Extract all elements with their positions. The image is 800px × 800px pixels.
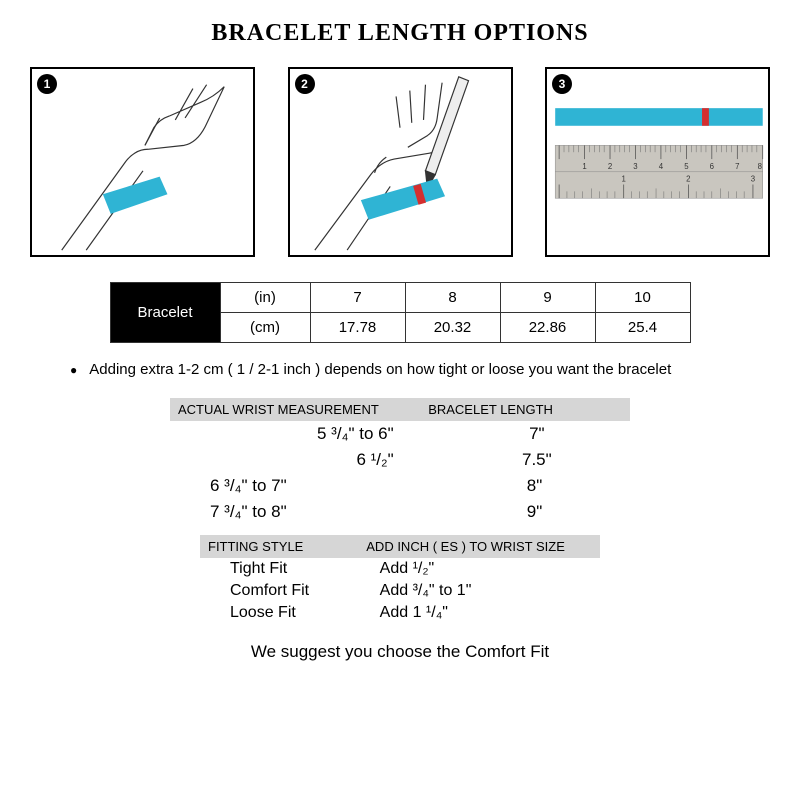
length-value: 7.5" bbox=[444, 450, 630, 470]
table-header-row: FITTING STYLE ADD INCH ( ES ) TO WRIST S… bbox=[200, 535, 600, 558]
svg-text:5: 5 bbox=[684, 162, 689, 171]
svg-text:2: 2 bbox=[608, 162, 612, 171]
length-value: 9" bbox=[439, 502, 630, 522]
table-row: Loose Fit Add 1 ¹/₄" bbox=[200, 602, 600, 624]
page-title: BRACELET LENGTH OPTIONS bbox=[30, 20, 770, 47]
svg-text:3: 3 bbox=[751, 175, 756, 184]
suggestion-text: We suggest you choose the Comfort Fit bbox=[30, 642, 770, 662]
conversion-table: Bracelet (in) 7 8 9 10 (cm) 17.78 20.32 … bbox=[110, 282, 691, 343]
step-panel-2: 2 bbox=[288, 67, 513, 257]
tape-strip bbox=[555, 108, 763, 126]
cell: 8 bbox=[405, 283, 500, 313]
mark-indicator bbox=[702, 108, 709, 126]
fit-add-value: Add ³/₄" to 1" bbox=[372, 582, 600, 600]
table-row: Comfort Fit Add ³/₄" to 1" bbox=[200, 580, 600, 602]
step-number-badge: 1 bbox=[37, 74, 57, 94]
sizing-note: Adding extra 1-2 cm ( 1 / 2-1 inch ) dep… bbox=[70, 361, 770, 378]
length-value: 8" bbox=[439, 476, 630, 496]
steps-row: 1 2 3 bbox=[30, 67, 770, 257]
measurement-value: 6 ³/₄" to 7" bbox=[170, 476, 439, 496]
cell: 10 bbox=[595, 283, 690, 313]
cell: 25.4 bbox=[595, 313, 690, 343]
unit-cm-label: (cm) bbox=[220, 313, 310, 343]
header-add-inch: ADD INCH ( ES ) TO WRIST SIZE bbox=[358, 539, 600, 554]
cell: 20.32 bbox=[405, 313, 500, 343]
table-row: Bracelet (in) 7 8 9 10 bbox=[110, 283, 690, 313]
header-fit-style: FITTING STYLE bbox=[200, 539, 358, 554]
wrist-band-shape bbox=[360, 179, 444, 220]
table-row: 6 ¹/₂" 7.5" bbox=[170, 447, 630, 473]
svg-text:4: 4 bbox=[659, 162, 664, 171]
fit-add-value: Add ¹/₂" bbox=[372, 560, 600, 578]
step-panel-3: 3 bbox=[545, 67, 770, 257]
fit-style-label: Comfort Fit bbox=[200, 582, 372, 600]
table-header-row: ACTUAL WRIST MEASUREMENT BRACELET LENGTH bbox=[170, 398, 630, 421]
unit-in-label: (in) bbox=[220, 283, 310, 313]
svg-text:1: 1 bbox=[582, 162, 586, 171]
header-length: BRACELET LENGTH bbox=[420, 402, 630, 417]
cell: 17.78 bbox=[310, 313, 405, 343]
measurement-value: 5 ³/₄" to 6" bbox=[170, 424, 444, 444]
cell: 9 bbox=[500, 283, 595, 313]
table-header-label: Bracelet bbox=[110, 283, 220, 343]
header-measurement: ACTUAL WRIST MEASUREMENT bbox=[170, 402, 420, 417]
svg-text:3: 3 bbox=[633, 162, 638, 171]
svg-text:7: 7 bbox=[735, 162, 739, 171]
measurement-value: 7 ³/₄" to 8" bbox=[170, 502, 439, 522]
fit-add-value: Add 1 ¹/₄" bbox=[372, 604, 600, 622]
step-number-badge: 2 bbox=[295, 74, 315, 94]
table-row: 6 ³/₄" to 7" 8" bbox=[170, 473, 630, 499]
table-row: 5 ³/₄" to 6" 7" bbox=[170, 421, 630, 447]
cell: 7 bbox=[310, 283, 405, 313]
hand-mark-icon bbox=[290, 69, 511, 255]
step-number-badge: 3 bbox=[552, 74, 572, 94]
step-panel-1: 1 bbox=[30, 67, 255, 257]
table-row: 7 ³/₄" to 8" 9" bbox=[170, 499, 630, 525]
fit-style-label: Loose Fit bbox=[200, 604, 372, 622]
length-value: 7" bbox=[444, 424, 630, 444]
svg-text:2: 2 bbox=[686, 175, 690, 184]
cell: 22.86 bbox=[500, 313, 595, 343]
svg-text:1: 1 bbox=[622, 175, 626, 184]
fit-style-label: Tight Fit bbox=[200, 560, 372, 578]
svg-text:8: 8 bbox=[758, 162, 763, 171]
wrist-size-table: ACTUAL WRIST MEASUREMENT BRACELET LENGTH… bbox=[170, 398, 630, 525]
ruler-icon: 1 2 3 4 5 6 7 8 1 2 3 bbox=[547, 69, 768, 255]
fit-style-table: FITTING STYLE ADD INCH ( ES ) TO WRIST S… bbox=[200, 535, 600, 624]
svg-text:6: 6 bbox=[710, 162, 715, 171]
hand-wrap-icon bbox=[32, 69, 253, 255]
measurement-value: 6 ¹/₂" bbox=[170, 450, 444, 470]
table-row: Tight Fit Add ¹/₂" bbox=[200, 558, 600, 580]
